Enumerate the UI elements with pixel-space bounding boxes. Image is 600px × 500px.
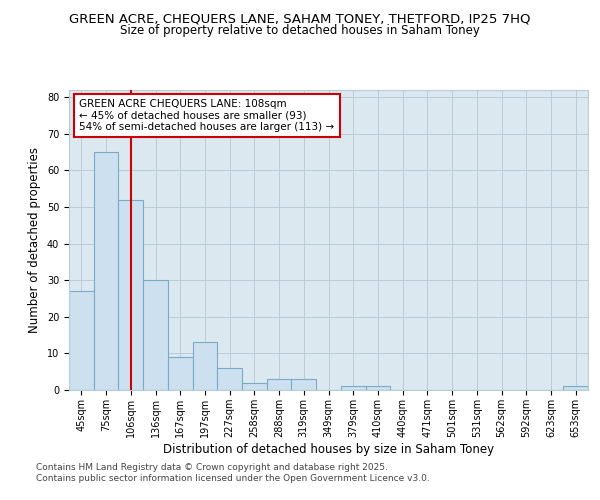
Bar (365, 386, 390, 390)
Text: Contains HM Land Registry data © Crown copyright and database right 2025.: Contains HM Land Registry data © Crown c… (36, 462, 388, 471)
Bar (242, 382, 267, 390)
Bar (563, 386, 588, 390)
Bar (143, 280, 168, 390)
Bar (94, 152, 118, 390)
Bar (267, 379, 292, 390)
Bar (168, 357, 193, 390)
Bar (292, 379, 316, 390)
Bar (118, 200, 143, 390)
Text: Size of property relative to detached houses in Saham Toney: Size of property relative to detached ho… (120, 24, 480, 37)
Bar (69, 291, 94, 390)
Text: Contains public sector information licensed under the Open Government Licence v3: Contains public sector information licen… (36, 474, 430, 483)
Y-axis label: Number of detached properties: Number of detached properties (28, 147, 41, 333)
Text: GREEN ACRE CHEQUERS LANE: 108sqm
← 45% of detached houses are smaller (93)
54% o: GREEN ACRE CHEQUERS LANE: 108sqm ← 45% o… (79, 99, 335, 132)
Bar (193, 342, 217, 390)
Bar (341, 386, 365, 390)
Text: GREEN ACRE, CHEQUERS LANE, SAHAM TONEY, THETFORD, IP25 7HQ: GREEN ACRE, CHEQUERS LANE, SAHAM TONEY, … (69, 12, 531, 26)
Bar (217, 368, 242, 390)
X-axis label: Distribution of detached houses by size in Saham Toney: Distribution of detached houses by size … (163, 442, 494, 456)
